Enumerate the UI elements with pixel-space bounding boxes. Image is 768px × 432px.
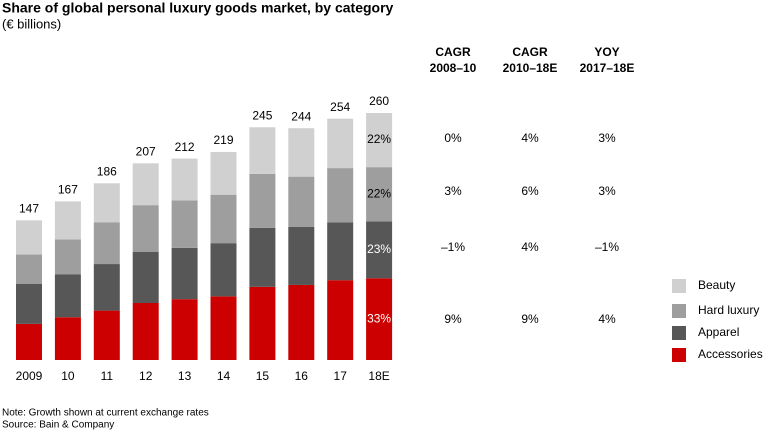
bar-segment bbox=[210, 296, 237, 360]
share-label: 23% bbox=[367, 242, 391, 256]
bar-segment bbox=[171, 299, 198, 360]
bar-segment bbox=[132, 163, 159, 206]
x-tick-label: 15 bbox=[256, 369, 270, 383]
total-label: 212 bbox=[175, 140, 195, 154]
bar-segment bbox=[327, 280, 354, 360]
bar-segment bbox=[132, 205, 159, 252]
bar-segment bbox=[54, 274, 81, 318]
table-header: 2017–18E bbox=[580, 61, 635, 75]
bar-segment bbox=[210, 194, 237, 244]
bar-segment bbox=[171, 158, 198, 201]
table-header: 2008–10 bbox=[430, 61, 477, 75]
bar-segment bbox=[366, 278, 393, 360]
x-tick-label: 17 bbox=[334, 369, 348, 383]
bar-segment bbox=[366, 113, 393, 168]
bar-segment bbox=[93, 310, 120, 360]
source: Source: Bain & Company bbox=[2, 420, 114, 431]
bar-segment bbox=[210, 151, 237, 195]
bar-segment bbox=[249, 286, 276, 360]
table-cell: 3% bbox=[598, 131, 616, 145]
bar-segment bbox=[327, 118, 354, 169]
bar-segment bbox=[249, 227, 276, 287]
table-cell: –1% bbox=[441, 240, 465, 254]
bar-segment bbox=[16, 220, 42, 255]
bar-segment bbox=[288, 128, 315, 177]
table-header: YOY bbox=[594, 45, 619, 59]
total-label: 219 bbox=[213, 133, 233, 147]
table-cell: 3% bbox=[444, 184, 462, 198]
bar-segment bbox=[54, 317, 81, 360]
total-label: 167 bbox=[58, 183, 78, 197]
bar-segment bbox=[327, 168, 354, 223]
table-cell: 9% bbox=[444, 312, 462, 326]
legend-label: Hard luxury bbox=[698, 303, 759, 317]
x-tick-label: 16 bbox=[295, 369, 309, 383]
table-cell: 0% bbox=[444, 131, 462, 145]
legend-swatch bbox=[672, 326, 686, 340]
x-tick-label: 10 bbox=[61, 369, 75, 383]
bar-segment bbox=[93, 222, 120, 265]
legend-swatch bbox=[672, 279, 686, 293]
total-label: 260 bbox=[369, 94, 389, 108]
legend-swatch bbox=[672, 304, 686, 318]
legend-label: Apparel bbox=[698, 325, 739, 339]
table-cell: 4% bbox=[521, 131, 539, 145]
legend-label: Beauty bbox=[698, 278, 735, 292]
bar-segment bbox=[16, 323, 42, 360]
bar-segment bbox=[54, 201, 81, 240]
bar-segment bbox=[54, 239, 81, 275]
note: Note: Growth shown at current exchange r… bbox=[2, 408, 209, 419]
x-tick-label: 2009 bbox=[16, 369, 43, 383]
share-label: 22% bbox=[367, 186, 391, 200]
bar-segment bbox=[132, 303, 159, 360]
table-cell: 9% bbox=[521, 312, 539, 326]
bar-segment bbox=[288, 284, 315, 360]
x-tick-label: 18E bbox=[368, 369, 389, 383]
bar-segment bbox=[171, 247, 198, 300]
bar-segment bbox=[366, 221, 393, 279]
table-cell: 3% bbox=[598, 184, 616, 198]
share-label: 33% bbox=[367, 311, 391, 325]
bar-segment bbox=[171, 200, 198, 248]
bar-segment bbox=[93, 264, 120, 311]
bar-segment bbox=[288, 227, 315, 285]
x-tick-label: 12 bbox=[139, 369, 153, 383]
table-cell: –1% bbox=[595, 240, 619, 254]
bar-segment bbox=[288, 176, 315, 227]
x-tick-label: 13 bbox=[178, 369, 192, 383]
table-cell: 6% bbox=[521, 184, 539, 198]
chart-subtitle: (€ billions) bbox=[2, 16, 61, 31]
x-tick-label: 11 bbox=[101, 369, 114, 383]
bar-segment bbox=[327, 222, 354, 281]
chart-title: Share of global personal luxury goods ma… bbox=[2, 0, 394, 16]
x-tick-label: 14 bbox=[217, 369, 231, 383]
total-label: 245 bbox=[252, 108, 272, 122]
bar-segment bbox=[16, 284, 42, 324]
table-header: CAGR bbox=[435, 45, 471, 59]
bar-segment bbox=[249, 127, 276, 174]
table-header: CAGR bbox=[512, 45, 548, 59]
total-label: 254 bbox=[330, 100, 350, 114]
total-label: 207 bbox=[136, 145, 156, 159]
table-cell: 4% bbox=[521, 240, 539, 254]
bar-segment bbox=[210, 243, 237, 297]
total-label: 147 bbox=[19, 202, 39, 216]
bar-segment bbox=[93, 183, 120, 223]
table-cell: 4% bbox=[598, 312, 616, 326]
legend-label: Accessories bbox=[698, 347, 763, 361]
bar-segment bbox=[249, 173, 276, 228]
bar-segment bbox=[16, 254, 42, 284]
bar-segment bbox=[132, 251, 159, 303]
table-header: 2010–18E bbox=[503, 61, 558, 75]
total-label: 244 bbox=[291, 109, 311, 123]
total-label: 186 bbox=[97, 164, 117, 178]
bar-segment bbox=[366, 167, 393, 222]
legend-swatch bbox=[672, 348, 686, 362]
share-label: 22% bbox=[367, 132, 391, 146]
